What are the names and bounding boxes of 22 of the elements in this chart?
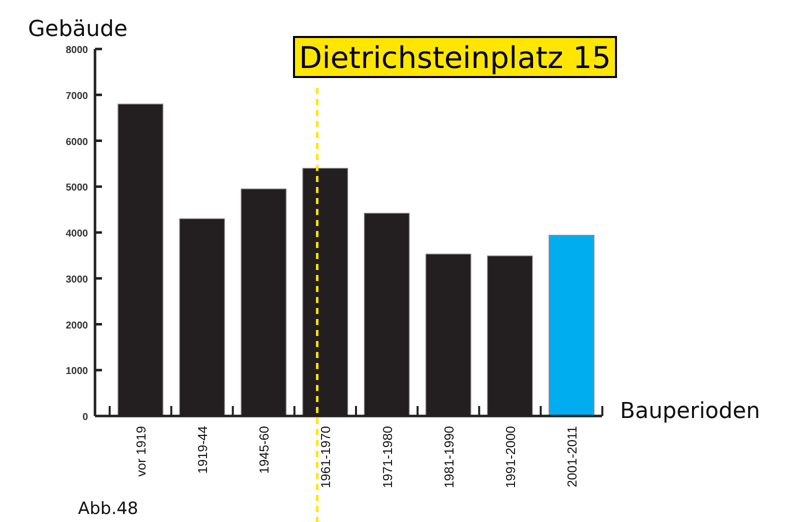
x-tick-label: 2001-2011 [564,426,580,488]
y-tick-label: 4000 [66,228,88,240]
y-tick-label: 2000 [66,320,88,332]
ref-line-label: Dietrichsteinplatz 15 [298,41,612,76]
y-tick-label: 6000 [66,136,88,148]
x-tick-label: 1961-1970 [318,426,334,488]
y-axis-title: Gebäude [28,17,128,42]
y-tick-label: 3000 [66,274,88,286]
x-axis-title: Bauperioden [620,399,760,424]
y-tick-label: 1000 [66,366,88,378]
x-tick-label: 1981-1990 [441,426,456,488]
x-tick-label: 1991-2000 [502,426,518,488]
caption: Abb.48 [78,499,138,519]
y-tick-label: 7000 [66,90,88,102]
y-tick-label: 8000 [66,45,88,56]
bar [548,234,594,416]
y-tick-label: 5000 [66,182,88,194]
x-tick-label: 1971-1980 [380,426,395,488]
y-tick-label: 0 [82,412,88,423]
x-tick-label: 1945-60 [256,426,272,474]
x-tick-label: vor 1919 [133,426,148,477]
x-tick-label: 1919-44 [195,426,210,474]
